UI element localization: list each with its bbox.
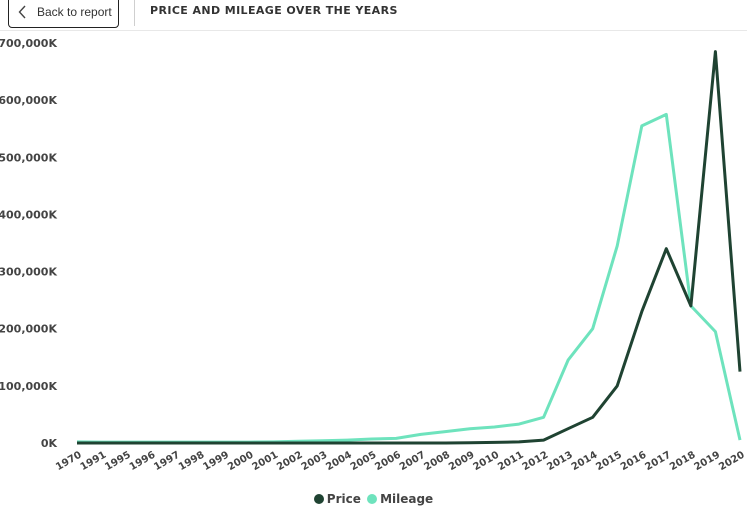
x-tick-label: 2002 bbox=[275, 450, 305, 473]
y-tick-label: 200,000K bbox=[0, 323, 57, 336]
x-tick-label: 2015 bbox=[594, 450, 624, 473]
x-tick-label: 2005 bbox=[349, 450, 379, 473]
x-tick-label: 2007 bbox=[398, 450, 428, 473]
x-tick-label: 2011 bbox=[496, 450, 526, 473]
x-tick-label: 1995 bbox=[103, 450, 133, 473]
legend-label-price: Price bbox=[326, 492, 361, 506]
legend-item-price[interactable]: Price bbox=[313, 492, 361, 506]
series-line-mileage[interactable] bbox=[76, 112, 742, 444]
x-tick-label: 2016 bbox=[619, 450, 649, 473]
series-line-price[interactable] bbox=[77, 50, 742, 445]
y-tick-label: 400,000K bbox=[0, 208, 57, 221]
x-tick-label: 2009 bbox=[447, 450, 477, 473]
x-tick-label: 2012 bbox=[521, 450, 551, 473]
y-tick-label: 600,000K bbox=[0, 94, 57, 107]
x-tick-label: 2020 bbox=[717, 450, 747, 473]
page-title: PRICE AND MILEAGE OVER THE YEARS bbox=[150, 4, 398, 17]
header-divider bbox=[134, 0, 135, 26]
x-tick-label: 2004 bbox=[324, 450, 354, 473]
back-to-report-button[interactable]: Back to report bbox=[8, 0, 119, 28]
legend-label-mileage: Mileage bbox=[380, 492, 434, 506]
x-tick-label: 1998 bbox=[177, 450, 207, 473]
chart-legend: Price Mileage bbox=[0, 492, 747, 507]
chevron-left-icon bbox=[18, 5, 27, 19]
top-bar: Back to report PRICE AND MILEAGE OVER TH… bbox=[0, 0, 747, 31]
y-tick-label: 300,000K bbox=[0, 266, 57, 279]
x-tick-label: 2001 bbox=[251, 450, 281, 473]
x-tick-label: 1991 bbox=[79, 450, 109, 473]
y-tick-label: 100,000K bbox=[0, 380, 57, 393]
y-tick-label: 0K bbox=[41, 437, 58, 450]
x-tick-label: 2006 bbox=[373, 450, 403, 473]
x-tick-label: 2013 bbox=[545, 450, 575, 473]
legend-dot-mileage bbox=[367, 494, 378, 504]
x-tick-label: 2018 bbox=[668, 450, 698, 473]
x-tick-label: 2010 bbox=[472, 450, 502, 473]
x-tick-label: 2000 bbox=[226, 450, 256, 473]
legend-dot-price bbox=[313, 494, 324, 504]
x-tick-label: 2003 bbox=[300, 450, 330, 473]
x-tick-label: 1997 bbox=[152, 450, 182, 473]
x-tick-label: 1999 bbox=[201, 450, 231, 473]
legend-item-mileage[interactable]: Mileage bbox=[367, 492, 433, 506]
x-tick-label: 2014 bbox=[570, 450, 600, 473]
x-tick-label: 2019 bbox=[693, 450, 723, 473]
x-tick-label: 2017 bbox=[643, 450, 673, 473]
y-tick-label: 500,000K bbox=[0, 151, 57, 164]
x-tick-label: 1970 bbox=[54, 450, 84, 473]
x-tick-label: 2008 bbox=[422, 450, 452, 473]
x-tick-label: 1996 bbox=[128, 450, 158, 473]
back-button-label: Back to report bbox=[37, 5, 112, 19]
y-tick-label: 700,000K bbox=[0, 37, 57, 50]
